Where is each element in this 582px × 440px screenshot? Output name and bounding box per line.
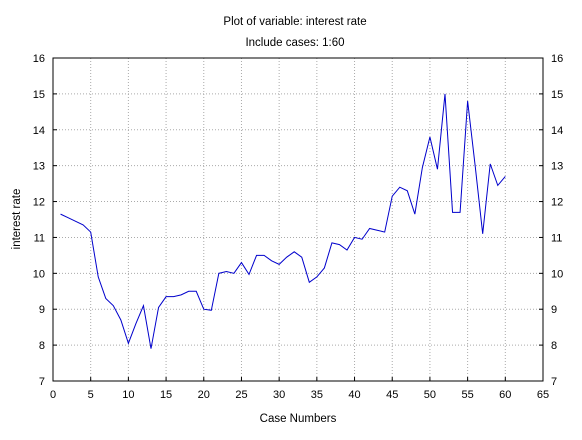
x-tick-label: 65 [537, 389, 549, 401]
y-tick-label-left: 9 [39, 304, 45, 316]
y-tick-label-right: 7 [551, 376, 557, 388]
y-tick-label-left: 8 [39, 340, 45, 352]
y-axis-label: interest rate [11, 189, 23, 250]
y-tick-label-right: 11 [551, 232, 562, 244]
y-tick-label-right: 14 [551, 125, 563, 137]
y-tick-label-right: 8 [551, 340, 557, 352]
x-tick-label: 50 [424, 389, 436, 401]
x-tick-label: 20 [198, 389, 210, 401]
y-tick-label-right: 9 [551, 304, 557, 316]
y-tick-label-right: 12 [551, 197, 563, 209]
y-tick-label-left: 15 [33, 89, 45, 101]
y-tick-label-left: 12 [33, 197, 45, 209]
x-tick-label: 5 [88, 389, 94, 401]
x-tick-label: 0 [50, 389, 56, 401]
y-tick-label-right: 16 [551, 53, 563, 65]
x-tick-label: 60 [499, 389, 511, 401]
x-axis-label: Case Numbers [260, 413, 337, 425]
grid-lines [53, 58, 543, 381]
y-tick-label-left: 11 [34, 232, 45, 244]
x-tick-label: 25 [235, 389, 247, 401]
y-tick-label-left: 7 [39, 376, 45, 388]
series-line-interest-rate [60, 93, 506, 349]
y-tick-label-right: 10 [551, 268, 563, 280]
x-tick-label: 15 [160, 389, 172, 401]
x-tick-label: 55 [461, 389, 473, 401]
x-tick-label: 30 [273, 389, 285, 401]
y-tick-label-right: 15 [551, 89, 563, 101]
y-tick-label-left: 10 [33, 268, 45, 280]
plot-area-frame [52, 57, 544, 382]
x-tick-label: 10 [122, 389, 134, 401]
y-tick-label-left: 14 [33, 125, 45, 137]
y-tick-label-right: 13 [551, 161, 563, 173]
y-tick-label-left: 13 [33, 161, 45, 173]
series-layer [60, 93, 506, 349]
y-tick-label-left: 16 [33, 53, 45, 65]
x-tick-label: 40 [348, 389, 360, 401]
chart-subtitle: Include cases: 1:60 [245, 37, 344, 49]
x-tick-label: 45 [386, 389, 398, 401]
x-tick-label: 35 [311, 389, 323, 401]
chart-title: Plot of variable: interest rate [223, 16, 366, 28]
